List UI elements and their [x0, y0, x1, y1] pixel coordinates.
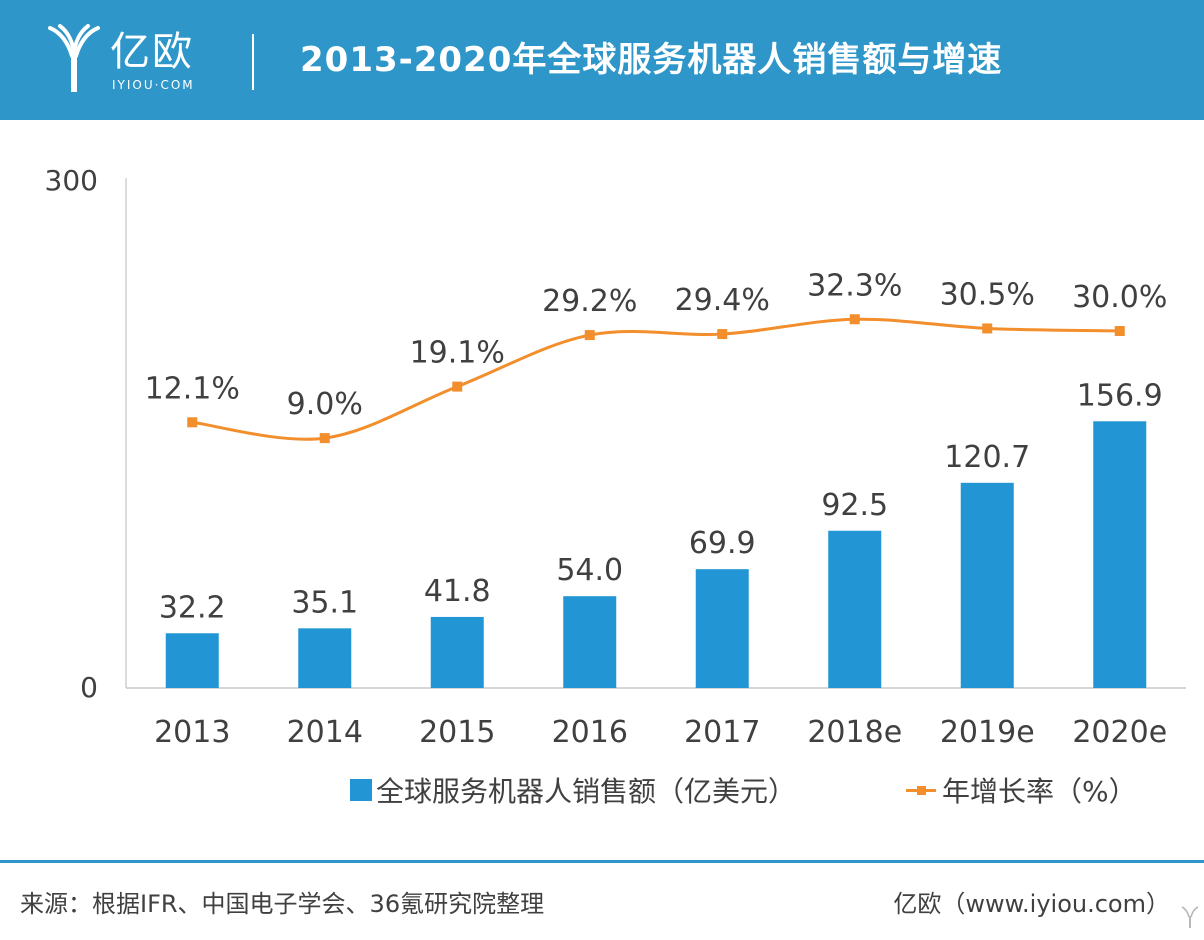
growth-point-2015 — [452, 381, 463, 392]
bar-value-label-2017: 69.9 — [689, 526, 756, 561]
footer-divider — [0, 860, 1204, 863]
x-tick-2016: 2016 — [552, 715, 628, 750]
bar-2015 — [430, 616, 484, 688]
bar-2020e — [1093, 421, 1147, 688]
logo-domain: IYIOU·COM — [112, 78, 195, 92]
bar-2018e — [828, 530, 882, 688]
growth-rate-line — [192, 317, 1120, 441]
iyiou-logo-icon — [48, 24, 100, 92]
growth-line-layer: 12.1% 9.0% 19.1% 29.2% 29.4% 32.3% 30.5% 30.0% — [145, 268, 1167, 444]
growth-label-2020e: 30.0% — [1072, 280, 1167, 315]
chart-legend: 全球服务机器人销售额（亿美元） 年增长率（%） — [0, 770, 1204, 810]
growth-label-2017: 29.4% — [675, 283, 770, 318]
watermark-logo-icon — [1181, 906, 1199, 928]
bar-value-label-2019e: 120.7 — [944, 440, 1030, 475]
bar-2019e — [960, 482, 1014, 688]
bar-value-label-2015: 41.8 — [424, 574, 491, 609]
growth-label-2019e: 30.5% — [940, 277, 1035, 312]
growth-label-2013: 12.1% — [145, 371, 240, 406]
legend-line-swatch — [906, 779, 936, 801]
legend-bar-swatch — [350, 779, 372, 801]
growth-label-2015: 19.1% — [410, 336, 505, 371]
source-note: 来源：根据IFR、中国电子学会、36氪研究院整理 — [20, 890, 545, 918]
x-tick-2015: 2015 — [419, 715, 495, 750]
x-tick-2019e: 2019e — [940, 715, 1035, 750]
bar-value-label-2018e: 92.5 — [821, 488, 888, 523]
y-tick-min: 0 — [80, 671, 98, 704]
bar-2016 — [563, 596, 617, 688]
legend-item-growth: 年增长率（%） — [906, 770, 1137, 810]
growth-point-2018e — [849, 314, 860, 325]
x-axis-labels: 2013 2014 2015 2016 2017 2018e 2019e 2020e — [154, 715, 1167, 750]
legend-label-sales: 全球服务机器人销售额（亿美元） — [376, 775, 797, 808]
bar-2017 — [695, 569, 749, 688]
x-tick-2014: 2014 — [287, 715, 363, 750]
combo-chart: 300 0 32.2 35.1 41.8 54.0 69.9 92.5 120.7 156.9… — [45, 164, 1186, 750]
bar-2013 — [165, 633, 219, 688]
growth-label-2014: 9.0% — [287, 387, 363, 422]
logo-wordmark: 亿欧 — [110, 29, 194, 75]
header-banner: 亿欧 IYIOU·COM 2013-2020年全球服务机器人销售额与增速 — [0, 0, 1204, 120]
bar-value-label-2014: 35.1 — [291, 585, 358, 620]
growth-point-2017 — [717, 329, 728, 340]
growth-label-2018e: 32.3% — [807, 268, 902, 303]
growth-point-2013 — [187, 417, 198, 428]
x-tick-2018e: 2018e — [807, 715, 902, 750]
x-tick-2017: 2017 — [684, 715, 760, 750]
page-title: 2013-2020年全球服务机器人销售额与增速 — [300, 40, 1003, 80]
x-tick-2020e: 2020e — [1072, 715, 1167, 750]
legend-label-growth: 年增长率（%） — [942, 775, 1137, 808]
growth-point-2016 — [584, 330, 595, 341]
bar-value-label-2016: 54.0 — [556, 553, 623, 588]
x-tick-2013: 2013 — [154, 715, 230, 750]
growth-point-2014 — [319, 433, 330, 444]
bar-value-label-2013: 32.2 — [159, 590, 226, 625]
y-tick-max: 300 — [45, 164, 98, 197]
growth-point-2020e — [1114, 326, 1125, 336]
header-divider — [252, 34, 254, 90]
bars-layer: 32.2 35.1 41.8 54.0 69.9 92.5 120.7 156.9 — [159, 378, 1163, 688]
footer-credit: 亿欧（www.iyiou.com） — [893, 890, 1170, 918]
growth-point-2019e — [982, 323, 993, 334]
legend-item-sales: 全球服务机器人销售额（亿美元） — [350, 770, 796, 810]
bar-value-label-2020e: 156.9 — [1077, 378, 1163, 413]
growth-label-2016: 29.2% — [542, 284, 637, 319]
bar-2014 — [298, 628, 352, 688]
